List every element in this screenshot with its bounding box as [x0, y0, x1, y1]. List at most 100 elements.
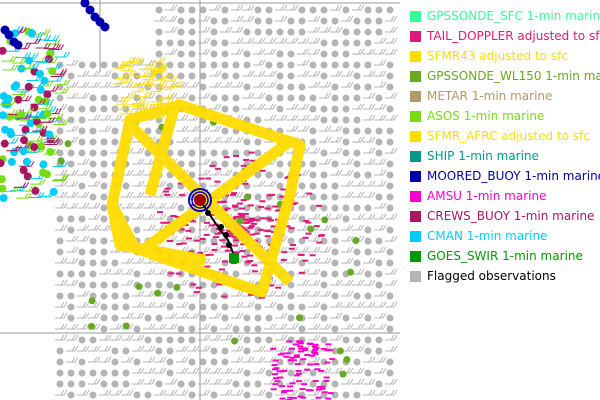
hurricane-center-icon[interactable] — [188, 188, 212, 212]
flagged-wind-barb — [121, 191, 134, 198]
flagged-wind-barb — [176, 92, 189, 99]
station-marker — [10, 148, 19, 157]
amsu-barb — [297, 345, 304, 348]
flagged-observation — [364, 369, 372, 377]
flagged-wind-barb — [55, 191, 68, 198]
flagged-observation — [386, 193, 394, 201]
flagged-observation — [111, 281, 119, 289]
station-marker — [0, 184, 7, 193]
flagged-observation — [210, 149, 218, 157]
flagged-observation — [188, 160, 196, 168]
flagged-wind-barb — [264, 323, 277, 330]
flagged-wind-barb — [99, 125, 112, 132]
flagged-observation — [122, 182, 130, 190]
flagged-observation — [100, 292, 108, 300]
flagged-wind-barb — [352, 367, 365, 374]
flagged-wind-barb — [121, 268, 134, 275]
amsu-barb — [318, 369, 325, 372]
flagged-observation — [353, 358, 361, 366]
flagged-observation — [188, 336, 196, 344]
station-wind-barb — [35, 34, 52, 41]
flagged-wind-barb — [264, 114, 277, 121]
flagged-observation — [67, 391, 75, 399]
amsu-barb — [280, 391, 287, 394]
flagged-observation — [100, 61, 108, 69]
flagged-wind-barb — [286, 114, 299, 121]
flagged-wind-barb — [330, 334, 343, 341]
flagged-wind-barb — [385, 48, 398, 55]
flagged-observation — [287, 72, 295, 80]
gpssonde-marker — [88, 322, 96, 330]
flagged-wind-barb — [77, 191, 90, 198]
flagged-wind-barb — [363, 70, 376, 77]
flagged-observation — [320, 303, 328, 311]
flagged-wind-barb — [264, 70, 277, 77]
flagged-wind-barb — [132, 213, 145, 220]
flagged-observation — [265, 314, 273, 322]
flagged-wind-barb — [55, 180, 68, 187]
flagged-observation — [386, 127, 394, 135]
flagged-wind-barb — [176, 125, 189, 132]
tail-doppler-barb — [270, 225, 277, 228]
flagged-observation — [155, 94, 163, 102]
flagged-observation — [353, 204, 361, 212]
flagged-observation — [210, 303, 218, 311]
flagged-observation — [67, 292, 75, 300]
flagged-wind-barb — [286, 323, 299, 330]
flagged-wind-barb — [352, 378, 365, 385]
amsu-barb — [287, 359, 294, 362]
storm-track — [199, 199, 239, 263]
flagged-wind-barb — [88, 114, 101, 121]
flagged-observation — [89, 160, 97, 168]
flagged-observation — [298, 28, 306, 36]
flagged-observation — [188, 149, 196, 157]
amsu-barb — [312, 352, 319, 355]
station-wind-barb — [47, 75, 64, 82]
tail-doppler-barb — [259, 200, 266, 203]
flagged-observation — [254, 28, 262, 36]
flagged-observation — [243, 391, 251, 399]
flagged-observation — [89, 127, 97, 135]
flagged-wind-barb — [88, 345, 101, 352]
legend: GPSSONDE_SFC 1-min marine TAIL_DOPPLER ad… — [410, 6, 600, 286]
flagged-observation — [342, 215, 350, 223]
flagged-observation — [166, 149, 174, 157]
flagged-observation — [67, 314, 75, 322]
flagged-observation — [331, 182, 339, 190]
flagged-wind-barb — [363, 136, 376, 143]
wind-observation-map[interactable] — [0, 0, 400, 400]
station-marker — [31, 186, 40, 195]
flagged-wind-barb — [220, 81, 233, 88]
flagged-wind-barb — [308, 235, 321, 242]
amsu-barb — [309, 354, 316, 357]
tail-doppler-barb — [306, 192, 313, 195]
flagged-wind-barb — [275, 290, 288, 297]
legend-swatch — [410, 210, 421, 222]
station-marker — [46, 147, 55, 156]
flagged-observation — [232, 380, 240, 388]
flagged-wind-barb — [132, 345, 145, 352]
amsu-barb — [319, 385, 326, 388]
flagged-wind-barb — [363, 356, 376, 363]
flagged-wind-barb — [275, 345, 288, 352]
legend-swatch — [410, 190, 421, 202]
station-marker — [43, 90, 52, 99]
flagged-observation — [188, 325, 196, 333]
flagged-wind-barb — [132, 367, 145, 374]
flagged-wind-barb — [231, 81, 244, 88]
tail-doppler-barb — [221, 260, 228, 263]
flagged-observation — [221, 127, 229, 135]
gpssonde-marker — [231, 337, 239, 345]
flagged-wind-barb — [385, 235, 398, 242]
flagged-observation — [287, 292, 295, 300]
flagged-wind-barb — [253, 81, 266, 88]
tail-doppler-barb — [247, 204, 254, 207]
flagged-wind-barb — [319, 367, 332, 374]
flagged-observation — [188, 28, 196, 36]
flagged-observation — [342, 391, 350, 399]
amsu-barb — [273, 367, 280, 370]
station-marker — [45, 130, 54, 139]
flagged-observation — [309, 193, 317, 201]
tail-doppler-barb — [242, 213, 249, 216]
flagged-observation — [331, 270, 339, 278]
